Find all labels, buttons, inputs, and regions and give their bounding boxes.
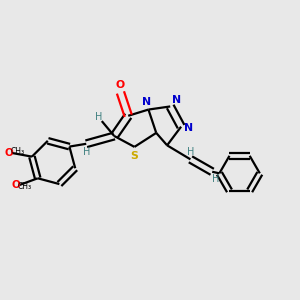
Text: CH₃: CH₃ <box>18 182 32 191</box>
Text: H: H <box>212 174 219 184</box>
Text: N: N <box>172 94 182 105</box>
Text: N: N <box>142 97 152 107</box>
Text: O: O <box>12 180 20 190</box>
Text: H: H <box>83 147 91 157</box>
Text: S: S <box>130 151 138 160</box>
Text: CH₃: CH₃ <box>10 147 24 156</box>
Text: O: O <box>116 80 125 90</box>
Text: N: N <box>184 123 194 133</box>
Text: H: H <box>95 112 102 122</box>
Text: O: O <box>4 148 13 158</box>
Text: H: H <box>187 148 194 158</box>
